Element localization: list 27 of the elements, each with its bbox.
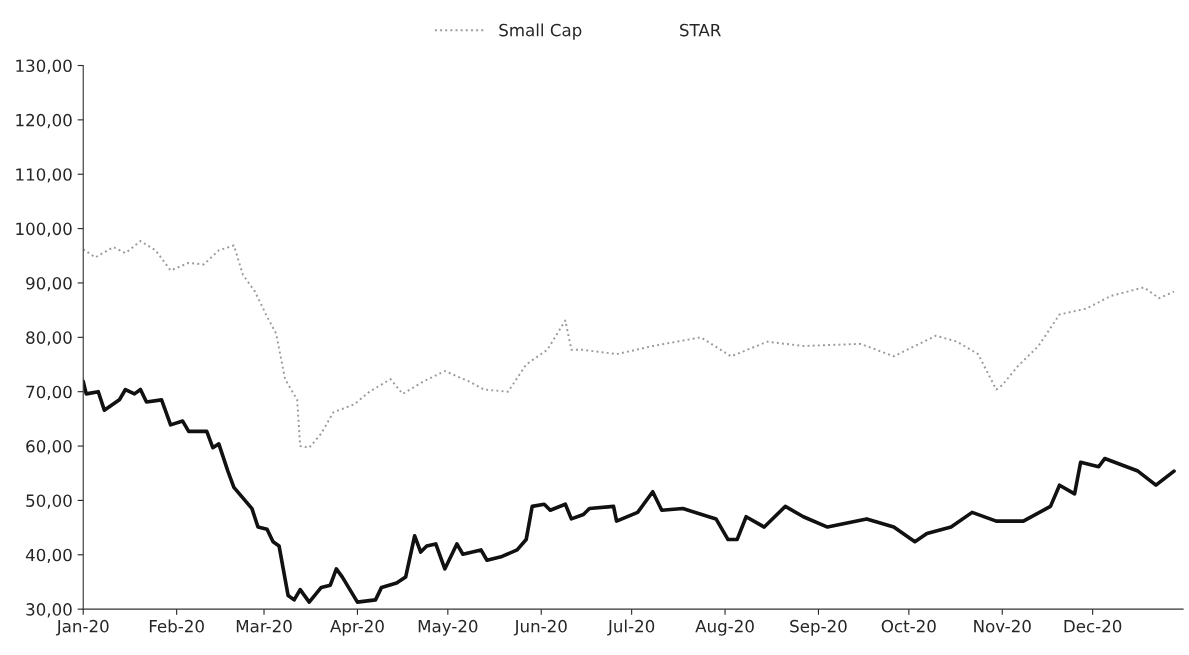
text: STAR [680,23,721,37]
x-tick-label: Aug-20 [695,619,754,636]
y-tick-label: 80,00 [26,331,72,346]
x-tick-label: Mar-20 [236,619,292,633]
y-tick-label: 130,00 [16,59,72,74]
y-tick-label: 90,00 [26,276,72,292]
y-tick-label: 40,00 [25,548,72,564]
x-tick-label: Feb-20 [149,619,204,633]
x-tick-label: Jul-20 [607,619,655,636]
line-series [83,379,1176,604]
line-series [83,240,1175,449]
y-tick-label: 120,00 [16,113,72,129]
x-tick-label: Jan-20 [55,619,109,636]
y-tick-label: 60,00 [26,440,72,455]
x-tick-label: May-20 [418,619,478,636]
x-tick-label: Jun-20 [513,619,567,636]
y-tick-label: 50,00 [26,494,72,509]
y-tick-label: 30,00 [26,603,72,618]
y-tick-label: 110,00 [16,168,72,183]
y-tick-label: 100,00 [16,222,72,237]
x-tick-label: Sep-20 [790,619,847,636]
x-tick-label: Apr-20 [330,619,384,636]
x-tick-label: Oct-20 [881,619,936,633]
legend-label: Small Cap [499,23,582,40]
x-tick-label: Nov-20 [974,619,1031,633]
y-tick-label: 70,00 [26,385,72,400]
x-tick-label: Dec-20 [1064,619,1122,633]
